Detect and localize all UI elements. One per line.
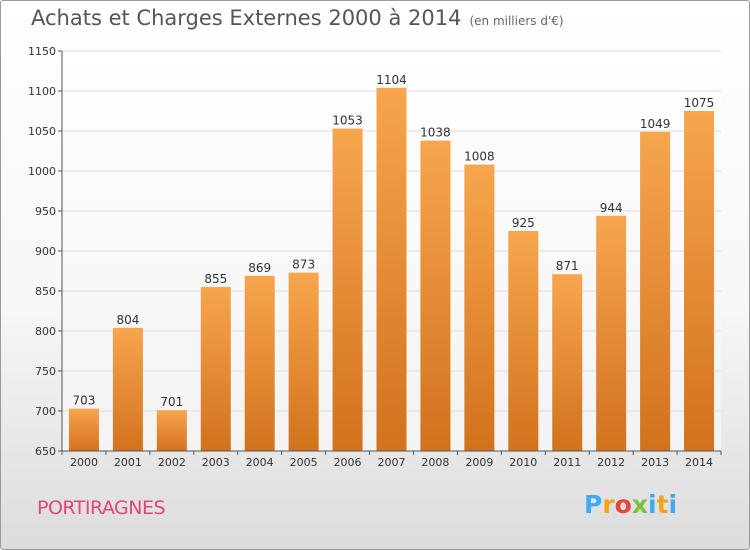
x-tick-label: 2012 <box>597 456 625 469</box>
bar-value-label: 869 <box>248 261 271 275</box>
x-tick-label: 2005 <box>290 456 318 469</box>
logo-letter: i <box>648 490 657 519</box>
bar <box>508 231 539 451</box>
bar-value-label: 873 <box>292 258 315 272</box>
x-tick-label: 2010 <box>509 456 537 469</box>
bar-value-label: 804 <box>116 313 139 327</box>
bar-value-label: 1049 <box>640 117 671 131</box>
logo-letter: i <box>668 490 678 519</box>
x-tick-label: 2007 <box>378 456 406 469</box>
y-tick-label: 1050 <box>28 125 56 138</box>
logo-letter: o <box>614 490 632 519</box>
bar <box>464 164 495 451</box>
bar <box>156 410 187 451</box>
bar <box>640 131 671 452</box>
bar-value-label: 701 <box>160 395 183 409</box>
chart-title: Achats et Charges Externes 2000 à 2014 (e… <box>31 6 564 30</box>
x-tick-label: 2004 <box>246 456 274 469</box>
bar-value-label: 1075 <box>684 96 715 110</box>
bar-value-label: 703 <box>73 394 96 408</box>
bar-value-label: 855 <box>204 272 227 286</box>
y-tick-label: 1000 <box>28 165 56 178</box>
bar-value-label: 944 <box>600 201 623 215</box>
y-tick-label: 750 <box>35 365 56 378</box>
x-tick-label: 2003 <box>202 456 230 469</box>
x-tick-label: 2009 <box>465 456 493 469</box>
y-tick-label: 950 <box>35 205 56 218</box>
x-tick-label: 2008 <box>421 456 449 469</box>
x-tick-label: 2000 <box>70 456 98 469</box>
x-tick-label: 2013 <box>641 456 669 469</box>
x-tick-label: 2001 <box>114 456 142 469</box>
bar <box>68 408 99 451</box>
bar <box>552 274 583 451</box>
x-tick-label: 2002 <box>158 456 186 469</box>
y-tick-label: 1100 <box>28 85 56 98</box>
bar <box>684 111 715 451</box>
bar-value-label: 1038 <box>420 126 451 140</box>
logo-letter: P <box>584 490 603 519</box>
bar <box>332 128 363 451</box>
bar <box>288 272 319 451</box>
y-tick-label: 900 <box>35 245 56 258</box>
x-tick-label: 2011 <box>553 456 581 469</box>
x-tick-label: 2014 <box>685 456 713 469</box>
commune-name: PORTIRAGNES <box>37 497 166 519</box>
bar-value-label: 925 <box>512 216 535 230</box>
chart-subtitle: (en milliers d'€) <box>469 14 564 28</box>
logo-letter: r <box>602 490 615 519</box>
logo-letter: t <box>656 490 669 519</box>
y-tick-label: 800 <box>35 325 56 338</box>
x-tick-label: 2006 <box>334 456 362 469</box>
bar <box>376 87 407 452</box>
y-tick-label: 650 <box>35 445 56 458</box>
bar <box>112 327 143 451</box>
y-tick-label: 1150 <box>28 45 56 58</box>
bar-value-label: 1053 <box>332 114 363 128</box>
y-tick-label: 700 <box>35 405 56 418</box>
chart-title-text: Achats et Charges Externes 2000 à 2014 <box>31 6 462 30</box>
bar <box>420 140 451 451</box>
logo-letter: x <box>631 490 648 519</box>
bar-value-label: 1008 <box>464 150 495 164</box>
plot-area: 650 700 750 800 850 900 950 1000 1050 1100 1150 703… <box>28 45 722 469</box>
y-tick-label: 850 <box>35 285 56 298</box>
bar <box>596 215 627 451</box>
bar-value-label: 871 <box>556 259 579 273</box>
bar <box>200 287 231 451</box>
bar <box>244 275 275 451</box>
proxiti-logo: Proxiti <box>584 490 677 519</box>
bar-value-label: 1104 <box>376 73 407 87</box>
